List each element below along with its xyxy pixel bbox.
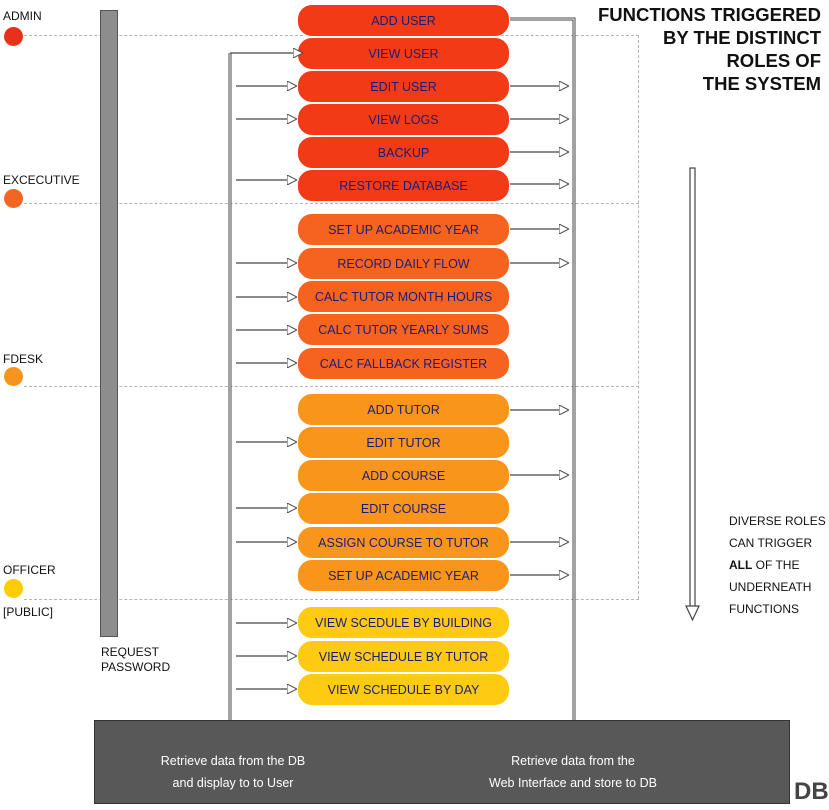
title-line: FUNCTIONS TRIGGERED xyxy=(597,4,821,25)
role-label-executive: EXCECUTIVE xyxy=(3,173,80,187)
request-password-bar xyxy=(100,10,118,637)
incoming-arrows xyxy=(230,53,302,689)
role-dot-officer xyxy=(4,579,23,598)
function-set-up-academic-year-fdesk[interactable]: SET UP ACADEMIC YEAR xyxy=(297,559,510,592)
separator-fdesk xyxy=(24,386,639,387)
function-view-user[interactable]: VIEW USER xyxy=(297,37,510,70)
function-calc-fallback-register[interactable]: CALC FALLBACK REGISTER xyxy=(297,347,510,380)
function-edit-course[interactable]: EDIT COURSE xyxy=(297,492,510,525)
function-restore-database[interactable]: RESTORE DATABASE xyxy=(297,169,510,202)
side-note: DIVERSE ROLES CAN TRIGGER ALL OF THE UND… xyxy=(729,514,826,616)
function-calc-tutor-month-hours[interactable]: CALC TUTOR MONTH HOURS xyxy=(297,280,510,313)
function-view-logs[interactable]: VIEW LOGS xyxy=(297,103,510,136)
function-backup[interactable]: BACKUP xyxy=(297,136,510,169)
function-edit-user[interactable]: EDIT USER xyxy=(297,70,510,103)
function-add-tutor[interactable]: ADD TUTOR xyxy=(297,393,510,426)
separator-right-edge xyxy=(638,35,639,599)
role-label-admin: ADMIN xyxy=(3,9,42,23)
db-label: DB xyxy=(794,778,829,805)
function-edit-tutor[interactable]: EDIT TUTOR xyxy=(297,426,510,459)
request-password-label: REQUEST PASSWORD xyxy=(101,645,171,674)
function-add-course[interactable]: ADD COURSE xyxy=(297,459,510,492)
title-line: ROLES OF xyxy=(726,50,821,71)
role-label-officer: OFFICER xyxy=(3,563,56,577)
store-line xyxy=(510,17,576,745)
side-note-bold: ALL xyxy=(729,558,753,572)
function-view-schedule-by-day[interactable]: VIEW SCHEDULE BY DAY xyxy=(297,673,510,706)
function-add-user[interactable]: ADD USER xyxy=(297,4,510,37)
outgoing-arrows xyxy=(510,86,568,575)
separator-officer xyxy=(24,599,639,600)
title-line: THE SYSTEM xyxy=(702,73,821,94)
role-dot-fdesk xyxy=(4,367,23,386)
role-dot-admin xyxy=(4,27,23,46)
function-set-up-academic-year-exec[interactable]: SET UP ACADEMIC YEAR xyxy=(297,213,510,246)
function-view-schedule-by-tutor[interactable]: VIEW SCHEDULE BY TUTOR xyxy=(297,640,510,673)
function-view-schedule-by-building[interactable]: VIEW SCEDULE BY BUILDING xyxy=(297,606,510,639)
database-panel xyxy=(94,720,790,804)
role-dot-executive xyxy=(4,189,23,208)
function-record-daily-flow[interactable]: RECORD DAILY FLOW xyxy=(297,247,510,280)
retrieve-display-text: Retrieve data from the DB and display to… xyxy=(160,754,306,790)
diagram-title: FUNCTIONS TRIGGERED BY THE DISTINCT ROLE… xyxy=(598,3,821,95)
role-label-fdesk: FDESK xyxy=(3,352,44,366)
function-assign-course-to-tutor[interactable]: ASSIGN COURSE TO TUTOR xyxy=(297,526,510,559)
function-calc-tutor-yearly-sums[interactable]: CALC TUTOR YEARLY SUMS xyxy=(297,313,510,346)
title-line: BY THE DISTINCT xyxy=(663,27,821,48)
retrieve-store-text: Retrieve data from the Web Interface and… xyxy=(489,754,657,790)
cascade-down-arrow xyxy=(685,167,700,622)
separator-executive xyxy=(24,203,639,204)
public-label: [PUBLIC] xyxy=(3,605,54,619)
